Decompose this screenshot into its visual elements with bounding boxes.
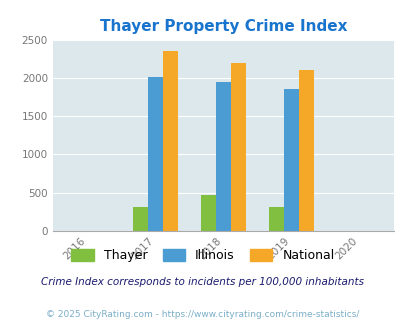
- Bar: [162, 51, 177, 231]
- Text: Crime Index corresponds to incidents per 100,000 inhabitants: Crime Index corresponds to incidents per…: [41, 278, 364, 287]
- Bar: [230, 63, 245, 231]
- Title: Thayer Property Crime Index: Thayer Property Crime Index: [99, 19, 346, 34]
- Bar: [200, 195, 215, 231]
- Bar: [284, 89, 298, 231]
- Bar: [269, 207, 283, 231]
- Bar: [215, 82, 230, 231]
- Bar: [298, 70, 313, 231]
- Text: © 2025 CityRating.com - https://www.cityrating.com/crime-statistics/: © 2025 CityRating.com - https://www.city…: [46, 310, 359, 319]
- Bar: [147, 77, 162, 231]
- Legend: Thayer, Illinois, National: Thayer, Illinois, National: [68, 246, 337, 266]
- Bar: [132, 207, 147, 231]
